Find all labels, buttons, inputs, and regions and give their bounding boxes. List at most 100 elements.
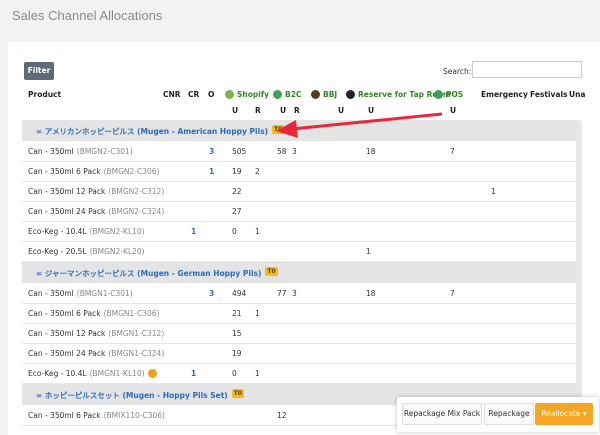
repackage-button[interactable]: Repackage <box>484 403 534 425</box>
product-name: Can - 350ml <box>28 289 74 298</box>
cell-value: 18 <box>366 289 376 298</box>
reallocate-button[interactable]: Reallocate ▾ <box>535 403 593 425</box>
cell-value: 19 <box>232 349 242 358</box>
channel-icon <box>225 90 234 99</box>
cell-value: 494 <box>232 289 247 298</box>
column-header: Product <box>28 90 62 99</box>
product-code: (BMIX110-C306) <box>103 411 165 420</box>
channel-icon <box>311 90 320 99</box>
column-header: Shopify <box>237 90 269 99</box>
row-divider <box>22 425 577 426</box>
product-name: Can - 350ml 6 Pack <box>28 309 101 318</box>
cell-value: 3 <box>292 147 297 156</box>
row-divider <box>22 343 577 344</box>
product-code: (BMGN1-C312) <box>108 329 165 338</box>
cell-value: 1 <box>255 369 260 378</box>
cell-value: 3 <box>292 289 297 298</box>
dropdown-caret: ▾ <box>582 409 587 418</box>
product-code: (BMGN2-KL10) <box>89 227 145 236</box>
product-code: (BMGN2-KL20) <box>89 247 145 256</box>
cell-value: 1 <box>255 309 260 318</box>
card <box>8 42 600 435</box>
product-name: Eco-Keg - 10.4L <box>28 227 87 236</box>
product-code: (BMGN2-C312) <box>108 187 165 196</box>
cell-value: 3 <box>209 289 215 298</box>
product-code: (BMGN2-C324) <box>108 207 165 216</box>
cell-value: 12 <box>277 411 287 420</box>
channel-icon <box>273 90 282 99</box>
sub-header: U <box>232 106 239 115</box>
cell-value: 19 <box>232 167 242 176</box>
sub-header: U <box>280 106 287 115</box>
filter-button[interactable]: Filter <box>24 62 54 80</box>
cell-value: 27 <box>232 207 242 216</box>
cell-value: 15 <box>232 329 242 338</box>
row-divider <box>22 161 577 162</box>
product-name: Can - 350ml <box>28 147 74 156</box>
row-divider <box>22 181 577 182</box>
cell-value: 1 <box>191 227 197 236</box>
search-label: Search: <box>443 67 472 76</box>
row-divider <box>22 261 577 262</box>
column-header: O <box>208 90 215 99</box>
product-name: Eco-Keg - 20.5L <box>28 247 87 256</box>
sub-header: R <box>255 106 261 115</box>
cell-value: 7 <box>450 289 455 298</box>
group-badge: T0 <box>265 267 278 276</box>
row-divider <box>22 383 577 384</box>
sub-header: R <box>294 106 300 115</box>
sub-header: U <box>338 106 345 115</box>
cell-value: 18 <box>366 147 376 156</box>
cell-value: 1 <box>209 167 215 176</box>
product-name: Can - 350ml 12 Pack <box>28 329 106 338</box>
column-header: Emergency <box>481 90 528 99</box>
product-name: Can - 350ml 24 Pack <box>28 207 106 216</box>
cell-value: 77 <box>277 289 287 298</box>
cell-value: 7 <box>450 147 455 156</box>
cell-value: 21 <box>232 309 242 318</box>
row-divider <box>22 241 577 242</box>
cell-value: 58 <box>277 147 287 156</box>
column-header: B2C <box>285 90 302 99</box>
column-header: BBJ <box>323 90 338 99</box>
product-name: Can - 350ml 24 Pack <box>28 349 106 358</box>
column-header: Festivals <box>530 90 568 99</box>
column-header: Reserve for Tap Room <box>358 90 451 99</box>
cell-value: 1 <box>491 187 496 196</box>
repackage-mix-button[interactable]: Repackage Mix Pack <box>402 403 482 425</box>
cell-value: 3 <box>209 147 215 156</box>
column-header: CNR <box>163 90 181 99</box>
sub-header: U <box>450 106 457 115</box>
group-name: ∞ ジャーマンホッピーピルス (Mugen - German Hoppy Pil… <box>36 269 262 278</box>
cell-value: 0 <box>232 369 237 378</box>
product-name: Eco-Keg - 10.4L <box>28 369 87 378</box>
reallocate-label: Reallocate <box>541 409 581 418</box>
scrollbar[interactable] <box>576 120 582 420</box>
product-code: (BMGN2-C306) <box>103 167 160 176</box>
row-divider <box>22 221 577 222</box>
column-header: POS <box>446 90 464 99</box>
cell-value: 1 <box>191 369 197 378</box>
sub-header: U <box>368 106 375 115</box>
channel-icon <box>434 90 443 99</box>
group-badge: T0 <box>231 389 244 398</box>
product-code: (BMGN2-C301) <box>76 147 133 156</box>
product-code: (BMGN1-C306) <box>103 309 160 318</box>
cell-value: 505 <box>232 147 247 156</box>
product-name: Can - 350ml 6 Pack <box>28 411 101 420</box>
column-header: CR <box>188 90 200 99</box>
row-divider <box>22 303 577 304</box>
cell-value: 1 <box>366 247 371 256</box>
cell-value: 2 <box>255 167 260 176</box>
row-divider <box>22 323 577 324</box>
channel-icon <box>346 90 355 99</box>
search-input[interactable] <box>472 61 582 78</box>
product-name: Can - 350ml 6 Pack <box>28 167 101 176</box>
page-title: Sales Channel Allocations <box>12 8 163 23</box>
warning-icon <box>147 369 157 378</box>
group-name: ∞ アメリカンホッピーピルス (Mugen - American Hoppy P… <box>36 127 269 136</box>
row-divider <box>22 201 577 202</box>
column-header: Una <box>569 90 586 99</box>
product-code: (BMGN1-KL10) <box>89 369 145 378</box>
